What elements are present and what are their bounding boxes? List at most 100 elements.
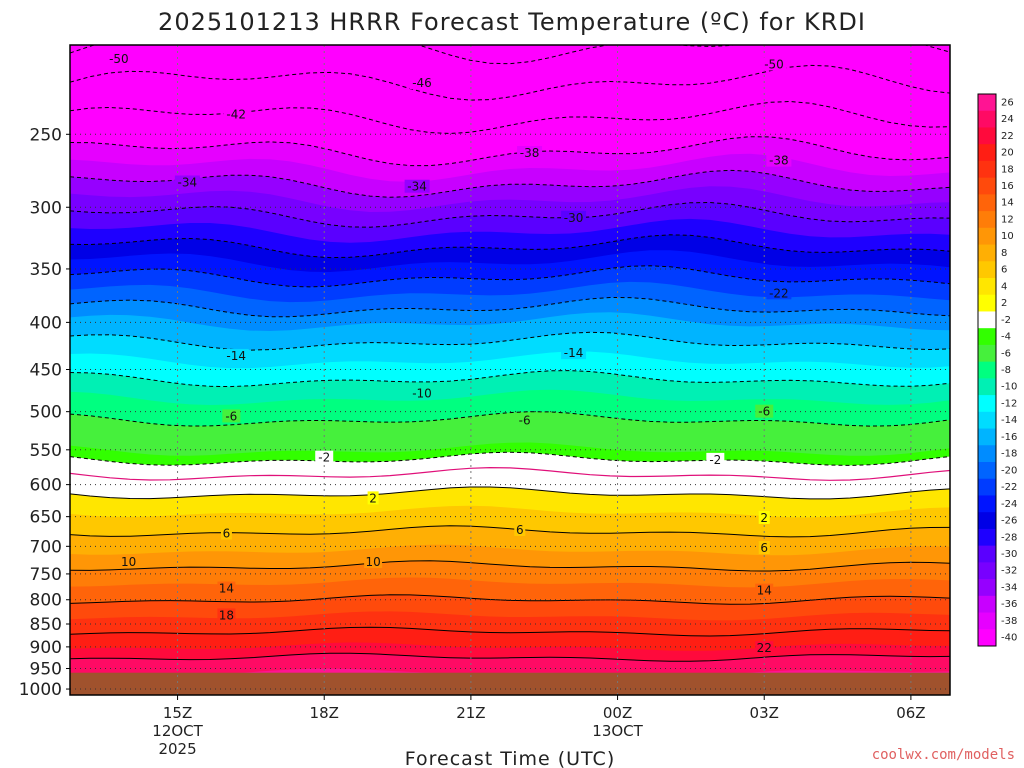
contour-label: -2 bbox=[709, 453, 721, 467]
colorbar-label: 4 bbox=[1001, 281, 1007, 292]
contour-label-bg bbox=[222, 409, 241, 423]
temperature-shading bbox=[70, 45, 950, 695]
colorbar-cell bbox=[978, 177, 996, 195]
colorbar-label: 6 bbox=[1001, 265, 1007, 276]
contour-label: 6 bbox=[223, 527, 231, 541]
contour-label-bg bbox=[409, 386, 435, 400]
contour-label-bg bbox=[223, 348, 249, 362]
contour-label: -6 bbox=[758, 405, 770, 419]
isotherm-line bbox=[70, 652, 950, 662]
isotherm-line bbox=[70, 486, 950, 500]
contour-label-bg bbox=[766, 286, 792, 300]
colorbar-cell bbox=[978, 160, 996, 179]
y-tick-label: 600 bbox=[30, 476, 62, 496]
colorbar-cell bbox=[978, 512, 996, 530]
contour-label: 22 bbox=[757, 641, 772, 655]
contour-label-bg bbox=[364, 555, 383, 569]
colorbar-cell bbox=[978, 278, 996, 296]
x-tick-label: 03Z bbox=[750, 704, 779, 722]
contour-label: 2 bbox=[369, 491, 377, 505]
isotherm-line bbox=[70, 265, 950, 288]
colorbar-cell bbox=[978, 227, 996, 246]
y-tick-label: 800 bbox=[30, 591, 62, 611]
colorbar-label: -10 bbox=[1001, 382, 1017, 393]
colorbar-cell bbox=[978, 612, 996, 630]
chart-title: 2025101213 HRRR Forecast Temperature (ºC… bbox=[158, 8, 866, 36]
contour-label: -6 bbox=[519, 413, 531, 427]
colorbar-label: -22 bbox=[1001, 482, 1017, 493]
x-tick-label: 12OCT bbox=[152, 722, 203, 740]
contour-label: -46 bbox=[412, 76, 432, 90]
isotherm-line bbox=[70, 234, 950, 259]
contour-label: -50 bbox=[109, 52, 129, 66]
colorbar-label: -24 bbox=[1001, 499, 1017, 510]
contour-label: 18 bbox=[219, 608, 234, 622]
y-tick-label: 500 bbox=[30, 403, 62, 423]
y-tick-label: 550 bbox=[30, 441, 62, 461]
credit-link[interactable]: coolwx.com/models bbox=[872, 747, 1015, 763]
colorbar-cell bbox=[978, 395, 996, 413]
colorbar-cell bbox=[978, 545, 996, 563]
contour-label-bg bbox=[409, 76, 435, 90]
colorbar-cell bbox=[978, 328, 996, 346]
temperature-contours bbox=[70, 45, 950, 662]
isotherm-line bbox=[70, 201, 950, 228]
contour-label: -30 bbox=[564, 211, 584, 225]
colorbar-label: -38 bbox=[1001, 616, 1017, 627]
contour-label: -34 bbox=[178, 175, 198, 189]
contour-label-bg bbox=[404, 179, 430, 193]
contour-label: 14 bbox=[757, 584, 772, 598]
contour-label: -2 bbox=[318, 451, 330, 465]
colorbar-label: -12 bbox=[1001, 398, 1017, 409]
contour-label: -14 bbox=[564, 346, 584, 360]
contour-label: -50 bbox=[764, 58, 784, 72]
colorbar-cell bbox=[978, 211, 996, 229]
isotherm-line bbox=[70, 100, 950, 135]
colorbar-cell bbox=[978, 361, 996, 379]
colorbar-label: 16 bbox=[1001, 181, 1014, 192]
colorbar-label: -20 bbox=[1001, 465, 1017, 476]
colorbar-cell bbox=[978, 311, 996, 329]
colorbar-label: -26 bbox=[1001, 516, 1017, 527]
colorbar-label: -28 bbox=[1001, 532, 1017, 543]
colorbar-cell bbox=[978, 110, 996, 128]
contour-label-bg bbox=[220, 526, 232, 540]
colorbar-label: -8 bbox=[1001, 365, 1011, 376]
y-tick-label: 250 bbox=[30, 125, 62, 145]
grid-lines bbox=[70, 45, 950, 695]
contour-label: 14 bbox=[219, 582, 234, 596]
contour-label: 10 bbox=[121, 555, 136, 569]
colorbar-label: 14 bbox=[1001, 198, 1014, 209]
colorbar-cell bbox=[978, 344, 996, 363]
y-tick-label: 450 bbox=[30, 361, 62, 381]
contour-label-bg bbox=[761, 57, 787, 71]
contour-label-bg bbox=[367, 491, 379, 505]
colorbar-legend: 26 24 22 20 18 16 14 12 10 8 6 4 2 -2 -4 -6 -8 -10 -12 -14 -… bbox=[977, 93, 1017, 647]
colorbar-label: 24 bbox=[1001, 114, 1014, 125]
y-tick-label: 950 bbox=[30, 660, 62, 680]
isotherm-line bbox=[70, 525, 950, 538]
contour-label: 10 bbox=[365, 555, 380, 569]
x-tick-label: 00Z bbox=[603, 704, 632, 722]
colorbar-label: 10 bbox=[1001, 231, 1014, 242]
ground-below-surface bbox=[70, 672, 950, 695]
isotherm-line bbox=[70, 136, 950, 167]
colorbar-cell bbox=[978, 378, 996, 396]
colorbar-cell bbox=[978, 428, 996, 446]
isotherm-line bbox=[70, 560, 950, 572]
colorbar-cell bbox=[978, 244, 996, 262]
x-tick-label: 06Z bbox=[896, 704, 925, 722]
contour-label-bg bbox=[223, 107, 249, 121]
colorbar-cell bbox=[978, 562, 996, 580]
pressure-axis: 250 300 350 400 450 500 550 600 650 700 750 800 850 9… bbox=[19, 125, 70, 700]
x-tick-label: 15Z bbox=[163, 704, 192, 722]
colorbar-label: -40 bbox=[1001, 633, 1017, 644]
isotherm-line bbox=[70, 626, 950, 637]
colorbar-cell bbox=[978, 445, 996, 463]
contour-label-bg bbox=[119, 555, 138, 569]
contour-label: -22 bbox=[769, 286, 789, 300]
contour-label-bg bbox=[755, 404, 774, 418]
colorbar-cell bbox=[978, 478, 996, 496]
